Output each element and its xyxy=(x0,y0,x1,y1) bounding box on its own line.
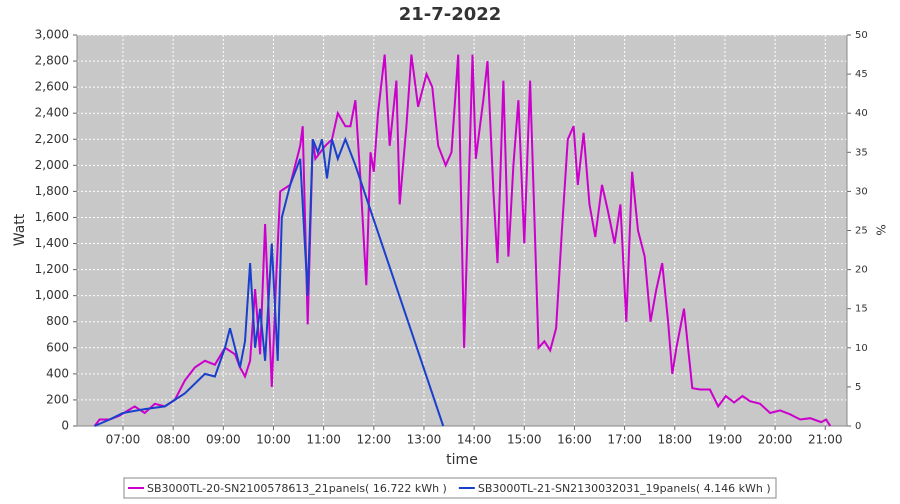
chart-title: 21-7-2022 xyxy=(399,4,502,25)
x-tick-label: 19:00 xyxy=(708,433,743,447)
x-tick-label: 15:00 xyxy=(507,433,542,447)
x-tick-label: 16:00 xyxy=(557,433,592,447)
legend-label: SB3000TL-20-SN2100578613_21panels( 16.72… xyxy=(147,482,447,495)
x-tick-label: 14:00 xyxy=(457,433,492,447)
y2-tick-label: 40 xyxy=(855,108,868,119)
series-line xyxy=(93,54,832,427)
y-tick-label: 2,200 xyxy=(35,132,69,146)
series-line xyxy=(94,136,445,427)
y-tick-label: 2,600 xyxy=(35,80,69,94)
y-tick-label: 600 xyxy=(46,340,69,354)
y2-tick-label: 20 xyxy=(855,265,868,276)
y2-tick-label: 5 xyxy=(855,382,861,393)
y-tick-label: 200 xyxy=(46,392,69,406)
legend xyxy=(123,477,777,499)
x-tick-label: 21:00 xyxy=(808,433,843,447)
y-tick-label: 1,400 xyxy=(35,236,69,250)
y-tick-label: 3,000 xyxy=(35,28,69,42)
x-tick-label: 09:00 xyxy=(206,433,241,447)
x-tick-label: 13:00 xyxy=(407,433,442,447)
legend-label: SB3000TL-21-SN2130032031_19panels( 4.146… xyxy=(478,482,771,495)
x-tick-label: 08:00 xyxy=(156,433,191,447)
y2-tick-label: 15 xyxy=(855,304,868,315)
x-tick-label: 07:00 xyxy=(106,433,141,447)
y-tick-label: 400 xyxy=(46,366,69,380)
x-tick-label: 18:00 xyxy=(657,433,692,447)
x-tick-label: 20:00 xyxy=(758,433,793,447)
y-tick-label: 1,600 xyxy=(35,210,69,224)
x-tick-label: 17:00 xyxy=(607,433,642,447)
y-tick-label: 2,800 xyxy=(35,54,69,68)
y2-tick-label: 25 xyxy=(855,226,868,237)
x-tick-label: 10:00 xyxy=(256,433,291,447)
y2-tick-label: 35 xyxy=(855,147,868,158)
y-axis-label: Watt xyxy=(12,213,28,246)
y2-tick-label: 0 xyxy=(855,421,861,432)
y2-tick-label: 10 xyxy=(855,343,868,354)
y-tick-label: 0 xyxy=(61,419,69,433)
y2-tick-label: 45 xyxy=(855,69,868,80)
y-tick-label: 800 xyxy=(46,314,69,328)
y2-tick-label: 30 xyxy=(855,186,868,197)
x-tick-label: 11:00 xyxy=(306,433,341,447)
y2-axis-label: % xyxy=(874,224,888,235)
y-tick-label: 1,200 xyxy=(35,262,69,276)
y-tick-label: 2,000 xyxy=(35,158,69,172)
x-axis-label: time xyxy=(446,452,478,468)
y-tick-label: 1,000 xyxy=(35,288,69,302)
y-tick-label: 1,800 xyxy=(35,184,69,198)
y-tick-label: 2,400 xyxy=(35,106,69,120)
x-tick-label: 12:00 xyxy=(357,433,392,447)
y2-tick-label: 50 xyxy=(855,30,868,41)
